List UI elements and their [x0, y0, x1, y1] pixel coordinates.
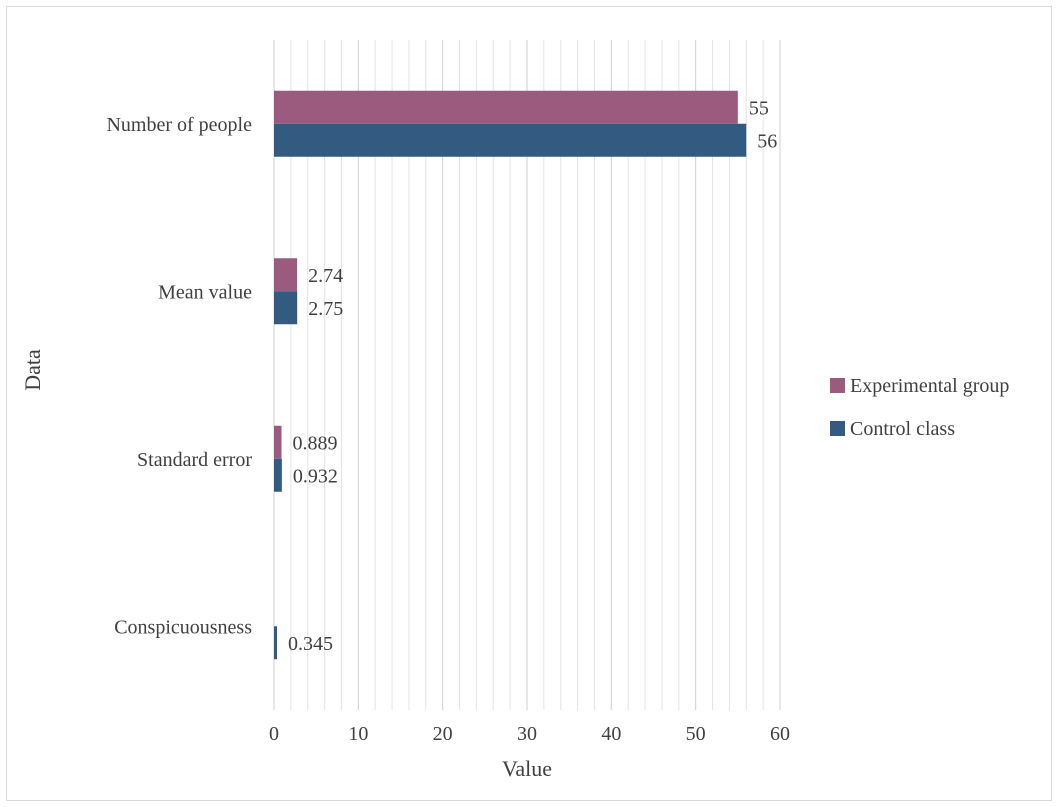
legend-swatch [830, 378, 845, 393]
data-label: 0.932 [293, 465, 338, 487]
x-tick-label: 0 [269, 723, 279, 745]
data-labels: 55 56 2.74 2.75 0.889 0.932 0.345 [288, 97, 777, 655]
bar [274, 291, 298, 325]
category-label: Number of people [106, 114, 252, 136]
x-tick-label: 30 [517, 723, 537, 745]
data-label: 55 [749, 97, 769, 119]
data-label: 2.75 [308, 298, 343, 320]
bar [274, 123, 747, 157]
x-tick-label: 20 [433, 723, 453, 745]
x-tick-label: 60 [770, 723, 790, 745]
bar [274, 458, 282, 492]
legend: Experimental group Control class [830, 375, 1009, 440]
legend-label: Control class [850, 418, 955, 440]
category-labels: Number of people Mean value Standard error… [106, 114, 252, 639]
legend-label: Experimental group [850, 375, 1009, 397]
x-tick-label: 50 [686, 723, 706, 745]
x-tick-label: 10 [348, 723, 368, 745]
category-label: Standard error [137, 449, 252, 471]
data-label: 0.345 [288, 633, 333, 655]
bar [274, 258, 298, 292]
legend-swatch [830, 421, 845, 436]
bar [274, 425, 282, 459]
category-label: Mean value [158, 281, 252, 303]
bar [274, 90, 738, 124]
y-axis-title: Data [20, 349, 45, 391]
data-label: 0.889 [292, 432, 337, 454]
x-tick-labels: 0 10 20 30 40 50 60 [269, 723, 790, 745]
x-axis-title: Value [502, 756, 552, 781]
bars [274, 90, 747, 660]
data-label: 2.74 [308, 265, 343, 287]
data-label: 56 [757, 130, 777, 152]
x-tick-label: 40 [601, 723, 621, 745]
bar [274, 626, 277, 660]
category-label: Conspicuousness [114, 616, 252, 638]
